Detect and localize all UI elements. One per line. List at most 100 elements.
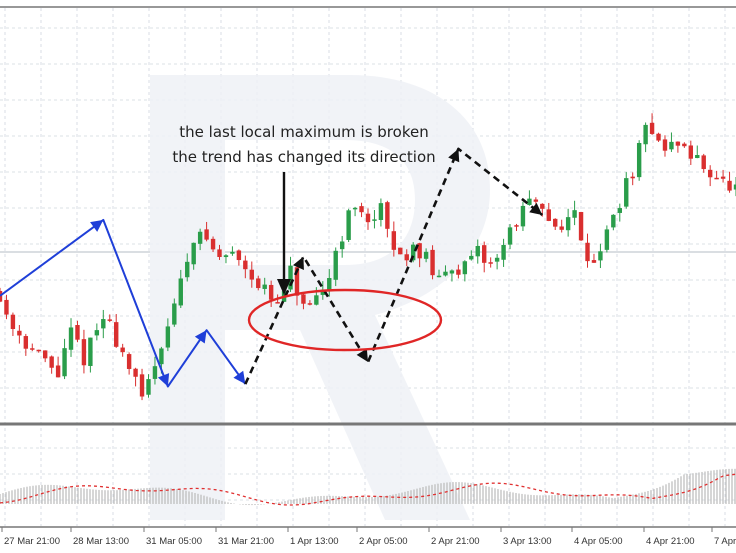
candle-bearish [714,177,719,180]
candle-bearish [591,260,597,263]
annotation: the last local maximum is broken the tre… [172,123,443,352]
candle-bearish [398,247,403,255]
candle-bullish [262,284,267,289]
candle-bullish [172,303,177,325]
candle-bullish [624,178,629,207]
candle-bullish [469,255,474,260]
candle-bearish [675,141,681,146]
x-tick-label: 2 Apr 05:00 [359,536,408,547]
candle-bearish [682,143,687,147]
candle-bullish [339,241,345,250]
candle-bullish [346,210,351,240]
candle-bearish [10,314,16,329]
candle-bearish [204,229,209,240]
candle-bullish [165,326,171,348]
candle-bullish [352,207,358,210]
x-tick-label: 3 Apr 13:00 [503,536,552,547]
annotation-line-1: the last local maximum is broken [179,123,428,141]
trend-lines [0,147,544,388]
trend-arrow-head [356,348,368,362]
candle-bearish [533,199,539,202]
candle-bullish [527,198,532,205]
candle-bearish [488,262,493,264]
candle-bullish [378,203,384,220]
candle-bearish [365,213,371,223]
candle-bullish [146,379,151,395]
candle-bullish [475,245,480,257]
candle-bullish [462,261,468,275]
candle-bearish [391,231,397,250]
candle-bullish [185,261,190,278]
x-tick-label: 7 Apr [714,536,736,547]
candle-bearish [662,139,668,151]
candle-bearish [540,203,545,209]
candle-bearish [236,250,242,261]
x-tick-label: 4 Apr 05:00 [574,536,623,547]
trend-arrow-head [157,373,170,387]
candle-bullish [520,205,526,227]
candle-bearish [23,336,29,349]
candle-bullish [604,229,610,250]
candle-bullish [733,184,736,190]
candle-bearish [578,212,584,241]
highlight-ellipse [247,288,443,352]
candle-bullish [501,244,506,260]
x-tick-label: 1 Apr 13:00 [290,536,339,547]
x-axis: 27 Mar 21:00 28 Mar 13:00 31 Mar 05:00 31 M… [1,527,736,547]
trend-arrow-head [529,202,543,215]
candle-bullish [178,278,183,306]
candle-bearish [553,218,558,227]
trend-arrow-head [293,256,304,271]
candle-bullish [494,257,500,262]
candle-bearish [546,209,551,221]
candle-bearish [17,330,22,336]
candle-bearish [4,299,9,315]
trend-line-dashed [244,147,544,385]
trend-arrow-head [194,330,207,344]
candle-bullish [152,366,158,379]
x-tick-label: 2 Apr 21:00 [431,536,480,547]
candle-bullish [507,227,513,245]
candle-bearish [210,238,216,250]
candle-bearish [126,354,132,369]
x-tick-label: 27 Mar 21:00 [4,536,60,547]
candle-bearish [649,122,655,134]
candle-bullish [197,231,203,244]
candle-bullish [572,210,577,218]
candle-bullish [101,319,106,329]
candle-bullish [62,348,67,377]
watermark-logo-shape [150,75,490,520]
x-tick-label: 31 Mar 05:00 [146,536,202,547]
candle-bullish [443,271,448,276]
candle-bearish [275,302,280,304]
candle-bearish [720,176,726,179]
candle-bearish [114,322,119,347]
candle-bullish [223,255,229,258]
candle-bearish [585,242,590,262]
candle-bearish [430,249,435,276]
trend-arrow-head [233,370,246,385]
candle-bearish [701,155,706,170]
annotation-line-2: the trend has changed its direction [172,148,435,166]
candle-bearish [482,245,487,263]
candle-bullish [636,142,642,178]
candle-bullish [333,250,338,280]
candle-bearish [359,206,364,213]
candle-bearish [75,325,80,340]
candle-bearish [81,339,87,366]
candle-bullish [88,337,93,366]
oscillator-signal-line [0,473,736,506]
trend-arrow-head [90,219,104,232]
candle-bearish [307,303,313,305]
candle-bullish [230,251,235,254]
candle-bearish [139,374,145,397]
candle-bearish [268,284,274,300]
candle-bearish [630,176,635,179]
candle-bullish [449,270,455,274]
candle-bearish [688,145,694,159]
candle-bearish [107,319,112,321]
candle-bullish [410,244,416,261]
x-tick-label: 28 Mar 13:00 [73,536,129,547]
candle-bullish [565,217,571,231]
